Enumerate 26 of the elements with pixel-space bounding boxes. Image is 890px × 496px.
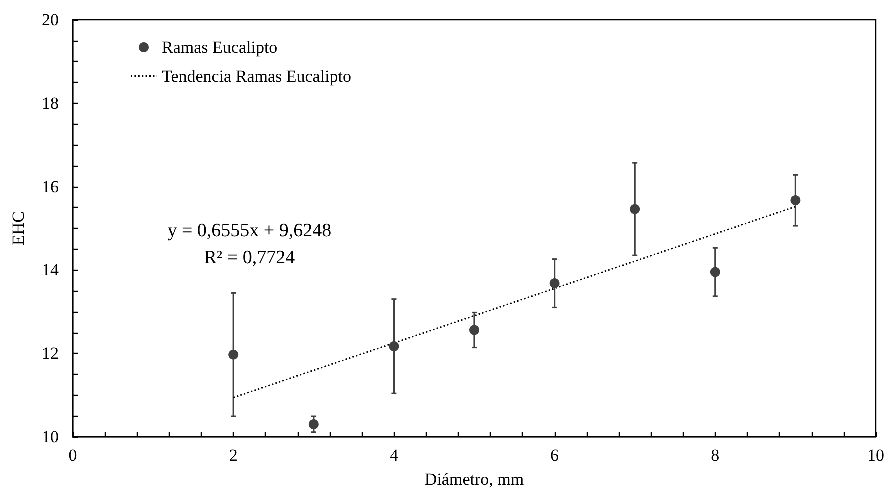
y-axis-title: EHC (9, 212, 28, 246)
x-tick-label: 10 (868, 446, 884, 465)
x-tick-label: 4 (390, 446, 399, 465)
x-tick-label: 6 (550, 446, 560, 465)
y-tick-label: 18 (42, 94, 59, 113)
x-tick-label: 2 (229, 446, 238, 465)
legend-label: Tendencia Ramas Eucalipto (162, 67, 352, 86)
y-tick-label: 14 (42, 260, 60, 280)
x-tick-label: 8 (711, 446, 720, 465)
y-tick-label: 10 (42, 428, 59, 446)
point (228, 350, 239, 360)
annotation: R² = 0,7724 (204, 247, 296, 268)
y-tick-label: 16 (42, 177, 59, 196)
point (790, 196, 801, 206)
point (470, 325, 480, 336)
point (308, 419, 319, 430)
point (630, 204, 640, 214)
y-tick-label: 12 (42, 344, 59, 364)
y-tick-label: 20 (42, 10, 59, 30)
legend-label: Ramas Eucalipto (162, 38, 278, 57)
x-tick-label: 0 (68, 446, 78, 465)
annotation: y = 0,6555x + 9,6248 (168, 220, 332, 242)
x-axis-title: Diámetro, mm (424, 470, 524, 489)
point (389, 342, 400, 352)
point (710, 267, 720, 278)
point (550, 278, 560, 289)
